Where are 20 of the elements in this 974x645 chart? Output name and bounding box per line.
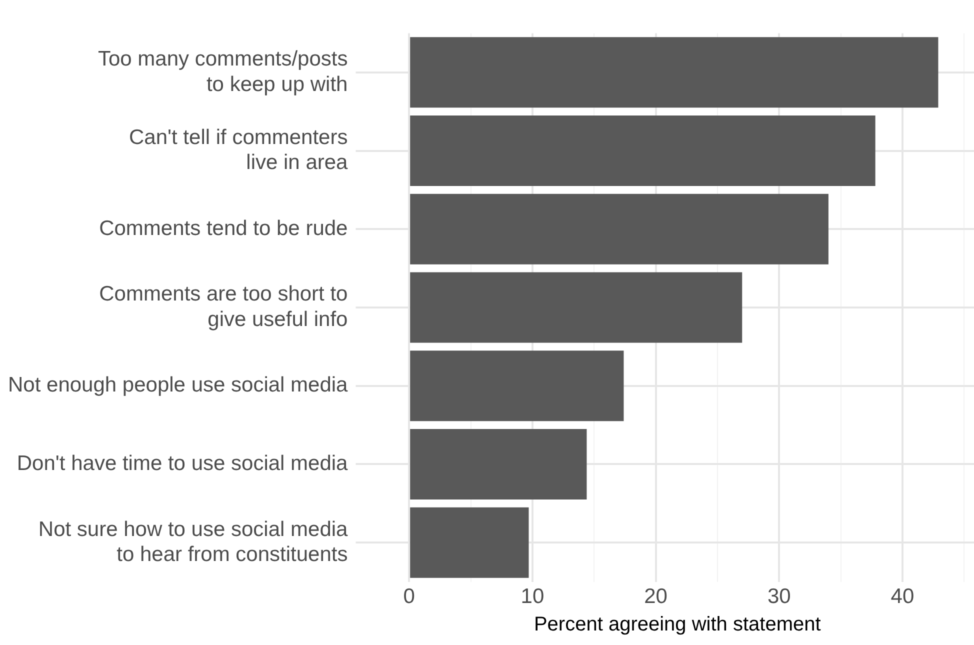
y-tick-label: Not sure how to use social media to hear from constituents [38,518,348,566]
x-tick-label: 0 [403,585,415,608]
bar [410,507,529,578]
y-tick-label: Comments are too short to give useful info [99,282,348,331]
x-tick-label: 40 [890,585,914,608]
x-tick-label: 20 [644,585,668,608]
bar [410,272,742,343]
y-tick-label: Don't have time to use social media [16,452,348,476]
y-tick-label: Comments tend to be rude [99,216,348,240]
x-tick-label: 10 [520,585,544,608]
y-tick-label: Not enough people use social media [8,374,348,397]
bar [410,115,876,186]
y-tick-label: Too many comments/posts to keep up with [98,48,348,96]
y-tick-label: Can't tell if commenters live in area [128,126,348,174]
x-tick-label: 30 [767,585,791,608]
x-axis-title: Percent agreeing with statement [534,614,822,636]
bar [410,37,938,108]
bar [410,194,828,264]
bar [410,428,587,500]
bar [410,350,624,422]
